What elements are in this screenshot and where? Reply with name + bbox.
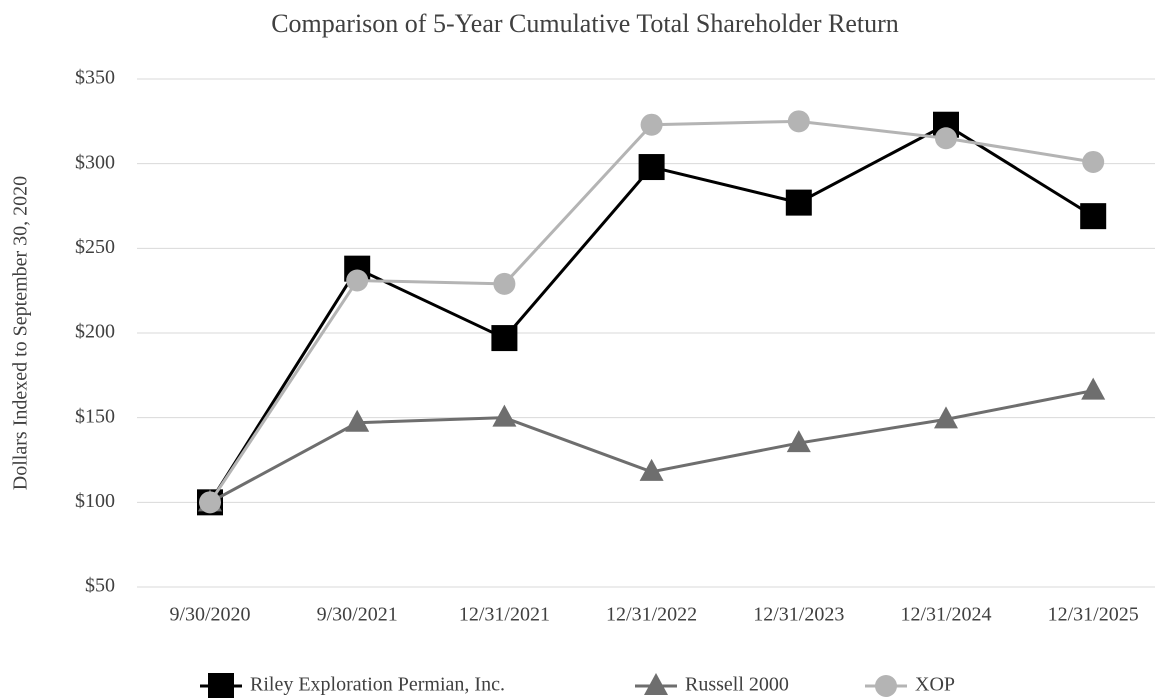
y-tick-label: $200 xyxy=(75,321,115,343)
legend: Riley Exploration Permian, Inc. Russell 2… xyxy=(200,673,955,698)
data-point xyxy=(935,127,957,150)
x-tick-label: 12/31/2023 xyxy=(753,604,844,626)
data-point xyxy=(493,272,516,295)
data-point xyxy=(1080,203,1107,230)
plot xyxy=(197,110,1107,516)
y-tick-label: $300 xyxy=(75,151,115,173)
y-tick-label: $150 xyxy=(75,405,115,427)
series-line xyxy=(209,389,1094,504)
data-point xyxy=(934,406,958,429)
grid: $50 $100 $150 $200 $250 $300 $350 9/30/2020 9/30… xyxy=(75,67,1155,626)
data-point xyxy=(638,154,665,181)
chart-title: Comparison of 5-Year Cumulative Total Sh… xyxy=(271,9,899,38)
y-tick-label: $350 xyxy=(75,67,115,89)
y-axis-label: Dollars Indexed to September 30, 2020 xyxy=(10,176,32,490)
data-point xyxy=(346,269,369,292)
data-point xyxy=(640,113,663,136)
y-tick-label: $100 xyxy=(75,490,115,512)
legend-label: Riley Exploration Permian, Inc. xyxy=(250,674,505,696)
data-point xyxy=(345,409,370,432)
legend-label: Russell 2000 xyxy=(685,674,789,696)
x-tick-label: 12/31/2022 xyxy=(606,604,697,626)
legend-marker xyxy=(875,675,897,697)
y-tick-label: $50 xyxy=(85,575,115,597)
data-point xyxy=(491,325,518,352)
legend-marker xyxy=(208,673,234,698)
x-tick-label: 12/31/2021 xyxy=(459,604,550,626)
data-point xyxy=(786,430,811,453)
data-point xyxy=(1081,377,1106,400)
data-point xyxy=(1082,150,1105,173)
series-line xyxy=(208,122,1094,504)
data-point xyxy=(787,110,810,133)
y-tick-label: $250 xyxy=(75,236,115,258)
x-tick-label: 9/30/2020 xyxy=(169,604,250,626)
x-tick-label: 12/31/2024 xyxy=(900,604,991,626)
x-tick-label: 9/30/2021 xyxy=(317,604,398,626)
data-point xyxy=(492,404,517,427)
data-point xyxy=(639,458,664,481)
data-point xyxy=(199,491,221,514)
legend-label: XOP xyxy=(915,674,955,696)
legend-marker xyxy=(644,673,668,695)
x-tick-label: 12/31/2025 xyxy=(1048,604,1139,626)
data-point xyxy=(785,189,812,216)
